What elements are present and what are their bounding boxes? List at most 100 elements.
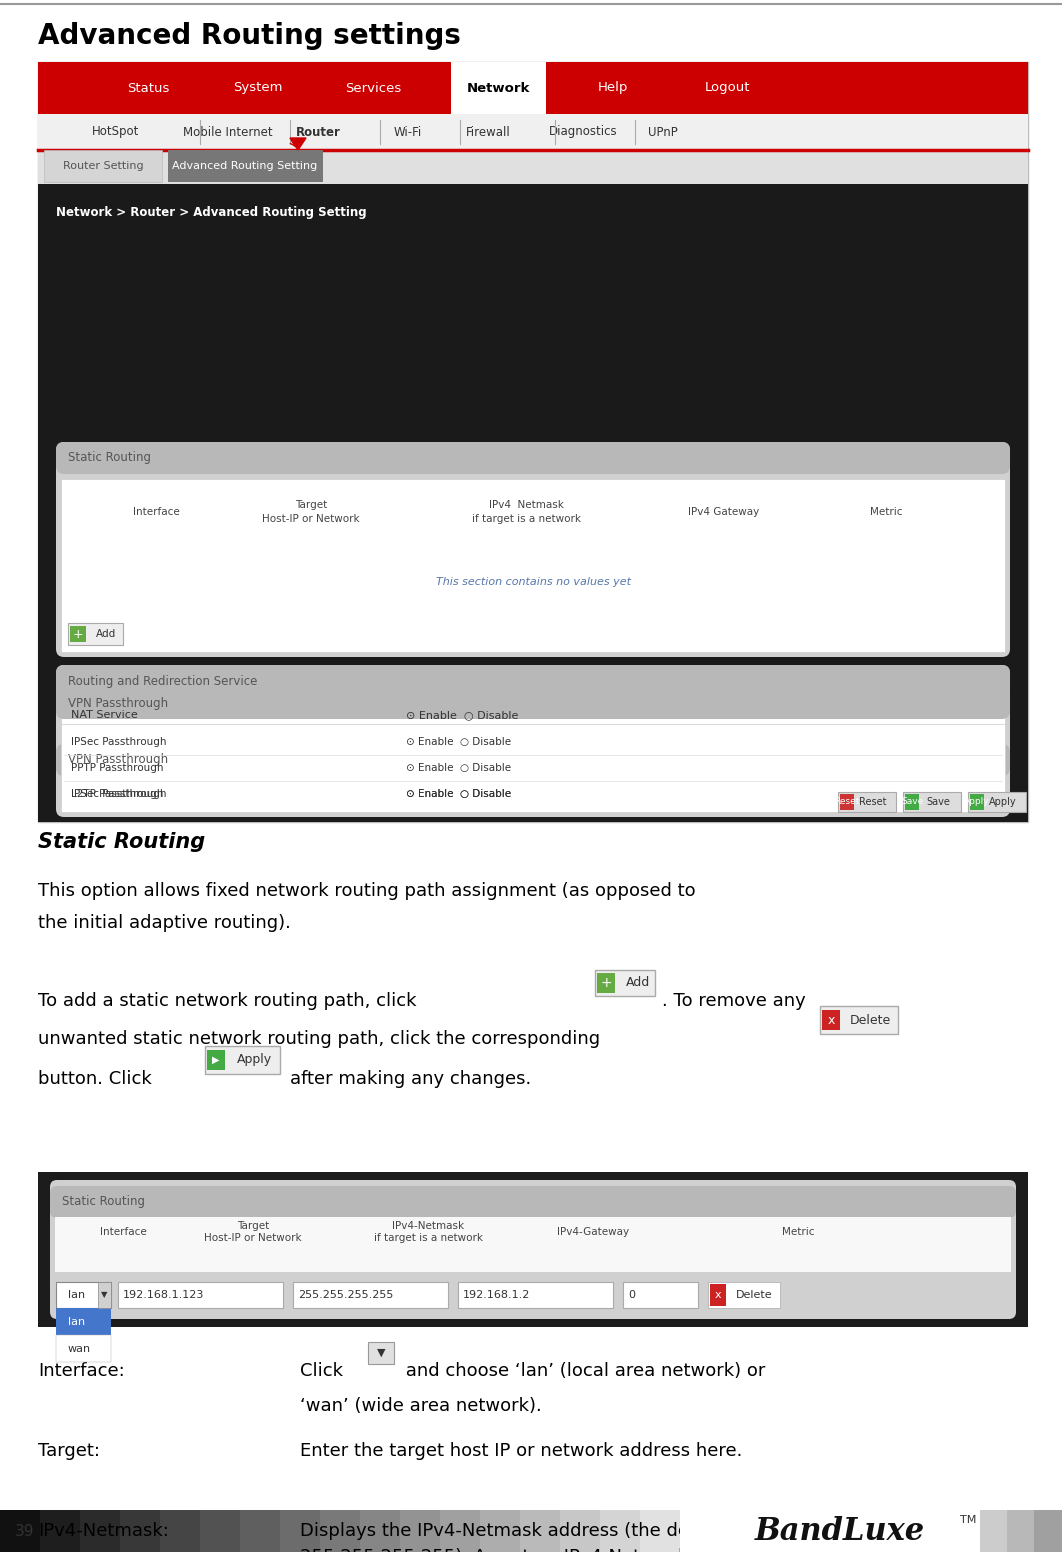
Text: Diagnostics: Diagnostics <box>549 126 617 138</box>
Text: Wi-Fi: Wi-Fi <box>394 126 422 138</box>
Text: Metric: Metric <box>782 1228 815 1237</box>
FancyBboxPatch shape <box>56 743 1010 813</box>
Bar <box>61 480 1005 652</box>
Bar <box>280 1510 321 1552</box>
Bar <box>56 1308 112 1335</box>
Bar <box>38 1172 1028 1327</box>
Text: IPSec Passthrough: IPSec Passthrough <box>71 737 167 747</box>
Bar <box>68 622 123 646</box>
Bar <box>40 1510 81 1552</box>
FancyBboxPatch shape <box>56 743 1010 776</box>
Bar <box>458 1282 613 1308</box>
Text: To add a static network routing path, click: To add a static network routing path, cl… <box>38 992 416 1010</box>
Text: Apply: Apply <box>237 1054 272 1066</box>
Bar <box>710 1284 726 1305</box>
Text: Metric: Metric <box>870 508 903 517</box>
Text: PPTP Passthrough: PPTP Passthrough <box>71 764 164 773</box>
Bar <box>1034 1510 1062 1552</box>
Bar <box>61 702 1005 733</box>
Text: Status: Status <box>126 82 169 95</box>
Bar <box>55 1217 1011 1273</box>
Text: ‘wan’ (wide area network).: ‘wan’ (wide area network). <box>299 1397 542 1415</box>
Bar <box>1007 1510 1035 1552</box>
Text: Router: Router <box>295 126 341 138</box>
Bar <box>38 113 1028 151</box>
FancyBboxPatch shape <box>50 1186 1016 1218</box>
Text: 0: 0 <box>628 1290 635 1301</box>
Text: Target
Host-IP or Network: Target Host-IP or Network <box>204 1221 302 1243</box>
Bar <box>369 1342 394 1364</box>
Bar <box>903 792 961 812</box>
Text: BandLuxe: BandLuxe <box>755 1515 925 1546</box>
FancyBboxPatch shape <box>56 688 1010 816</box>
Text: Displays the IPv4-Netmask address (the default is
255.255.255.255). A custom IPv: Displays the IPv4-Netmask address (the d… <box>299 1523 769 1552</box>
Bar <box>400 1510 441 1552</box>
Bar <box>640 1510 681 1552</box>
Text: Enter the target host IP or network address here.: Enter the target host IP or network addr… <box>299 1442 742 1460</box>
Text: Add: Add <box>626 976 650 990</box>
Bar <box>905 795 919 810</box>
Bar <box>80 1510 121 1552</box>
Bar <box>240 1510 281 1552</box>
Bar <box>207 1051 225 1069</box>
Text: x: x <box>715 1290 721 1301</box>
Bar <box>600 1510 641 1552</box>
Text: Target:: Target: <box>38 1442 100 1460</box>
Text: Reset: Reset <box>835 798 859 807</box>
Text: NAT Service: NAT Service <box>71 709 138 720</box>
Text: Add: Add <box>96 629 116 639</box>
Bar <box>38 151 1028 185</box>
Bar <box>38 62 1028 113</box>
Bar <box>38 185 1028 823</box>
Bar <box>200 1510 241 1552</box>
Text: IPv4-Netmask
if target is a network: IPv4-Netmask if target is a network <box>374 1221 482 1243</box>
Bar <box>70 625 86 643</box>
Text: Apply: Apply <box>964 798 990 807</box>
Text: ▼: ▼ <box>101 1291 107 1299</box>
Text: Services: Services <box>345 82 401 95</box>
Text: Apply: Apply <box>989 798 1016 807</box>
Bar <box>118 1282 282 1308</box>
Text: Network: Network <box>466 82 530 95</box>
Bar <box>838 792 896 812</box>
Text: +: + <box>600 976 612 990</box>
FancyBboxPatch shape <box>56 664 1010 737</box>
FancyBboxPatch shape <box>56 688 1010 719</box>
Text: IPSec Passthrough: IPSec Passthrough <box>71 788 167 799</box>
Text: ▼: ▼ <box>377 1349 386 1358</box>
Text: ⊙ Enable  ○ Disable: ⊙ Enable ○ Disable <box>406 737 511 747</box>
Text: . To remove any: . To remove any <box>662 992 806 1010</box>
Text: lan: lan <box>68 1290 85 1301</box>
Text: TM: TM <box>960 1515 976 1526</box>
Bar <box>61 781 1005 809</box>
Text: Save: Save <box>901 798 923 807</box>
Bar <box>970 795 984 810</box>
Text: IPv4  Netmask
if target is a network: IPv4 Netmask if target is a network <box>472 500 581 523</box>
Text: Help: Help <box>598 82 629 95</box>
Bar <box>61 723 1005 812</box>
Text: ⊙ Enable  ○ Disable: ⊙ Enable ○ Disable <box>406 788 511 799</box>
Text: lan: lan <box>68 1318 85 1327</box>
Text: This option allows fixed network routing path assignment (as opposed to: This option allows fixed network routing… <box>38 882 696 900</box>
Text: and choose ‘lan’ (local area network) or: and choose ‘lan’ (local area network) or <box>400 1363 766 1380</box>
Text: System: System <box>234 82 282 95</box>
Bar <box>595 970 655 996</box>
Text: Advanced Routing Setting: Advanced Routing Setting <box>172 161 318 171</box>
Bar <box>44 151 162 182</box>
Text: 192.168.1.2: 192.168.1.2 <box>463 1290 530 1301</box>
Bar <box>293 1282 448 1308</box>
Text: wan: wan <box>68 1344 91 1353</box>
Bar <box>597 973 615 993</box>
Text: Static Routing: Static Routing <box>68 452 151 464</box>
Text: Static Routing: Static Routing <box>38 832 205 852</box>
Text: Click: Click <box>299 1363 343 1380</box>
Text: Network > Router > Advanced Routing Setting: Network > Router > Advanced Routing Sett… <box>56 206 366 219</box>
Text: IPv4-Netmask:: IPv4-Netmask: <box>38 1523 169 1540</box>
Text: unwanted static network routing path, click the corresponding: unwanted static network routing path, cl… <box>38 1031 600 1048</box>
Bar <box>120 1510 161 1552</box>
Text: Advanced Routing settings: Advanced Routing settings <box>38 22 461 50</box>
Text: 39: 39 <box>15 1524 34 1538</box>
Text: Logout: Logout <box>705 82 751 95</box>
Bar <box>0 1510 41 1552</box>
Text: Router Setting: Router Setting <box>63 161 143 171</box>
